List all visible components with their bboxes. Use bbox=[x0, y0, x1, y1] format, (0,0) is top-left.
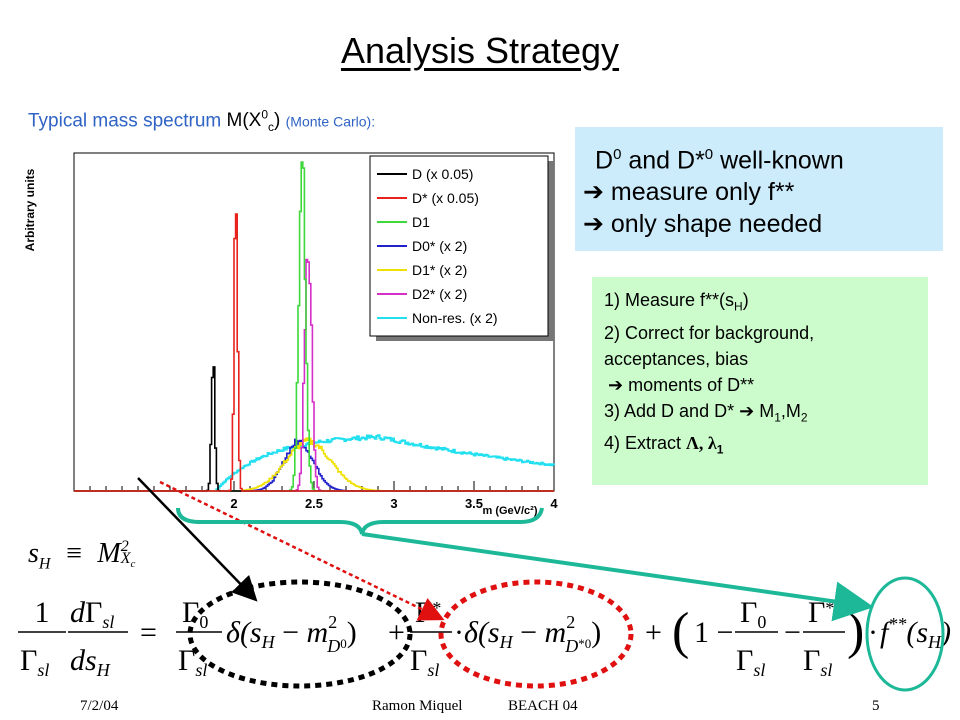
main-equation: 1 Γsl dΓsl dsH = Γ0 Γsl δ(sH − m2 D0) + Γ… bbox=[18, 576, 951, 692]
footer-page: 5 bbox=[872, 698, 880, 714]
step-2b: acceptances, bias bbox=[604, 348, 749, 369]
legend-label: D1* (x 2) bbox=[412, 262, 467, 278]
sh-definition: sH ≡ M 2 Xc bbox=[28, 537, 136, 573]
svg-text:+: + bbox=[645, 616, 662, 649]
svg-text:·: · bbox=[868, 616, 878, 649]
y-axis-label: Arbitrary units bbox=[23, 168, 37, 251]
footer-date: 7/2/04 bbox=[80, 698, 119, 714]
svg-text:=: = bbox=[140, 616, 157, 649]
mass-sup: 0 bbox=[261, 108, 269, 122]
legend-label: D* (x 0.05) bbox=[412, 190, 479, 206]
step-2: 2) Correct for background, bbox=[604, 322, 815, 343]
svg-text:Γsl: Γsl bbox=[803, 644, 832, 680]
step-3: 3) Add D and D* ➔ M1,M2 bbox=[604, 400, 808, 425]
arrow-icon: ➔ bbox=[739, 400, 755, 421]
legend-label: D2* (x 2) bbox=[412, 286, 467, 302]
x-tick-label: 2 bbox=[230, 496, 237, 511]
mass-close: ) bbox=[274, 110, 281, 132]
x-tick-label: 2.5 bbox=[305, 496, 323, 511]
step-4: 4) Extract Λ, λ1 bbox=[604, 433, 724, 457]
svg-text:−: − bbox=[784, 616, 801, 649]
info-dstar-sup: 0 bbox=[704, 146, 714, 163]
caption-text: Typical mass spectrum bbox=[28, 110, 222, 132]
svg-text:+: + bbox=[388, 616, 405, 649]
info-line-2: measure only f** bbox=[610, 178, 795, 207]
info-d0-sup: 0 bbox=[613, 146, 622, 163]
info-line-3: only shape needed bbox=[610, 210, 823, 239]
x-tick-label: 4 bbox=[550, 496, 558, 511]
slide-title: Analysis Strategy bbox=[340, 30, 620, 71]
info-wellknown: well-known bbox=[713, 146, 844, 175]
legend-label: Non-res. (x 2) bbox=[412, 310, 498, 326]
legend-label: D1 bbox=[412, 214, 430, 230]
svg-text:1: 1 bbox=[35, 596, 50, 629]
step-1: 1) Measure f**(sH) bbox=[604, 290, 749, 314]
footer-conference: BEACH 04 bbox=[508, 698, 578, 714]
mass-spectrum-chart: Arbitrary units m (GeV/c²) 2 2.5 3 3.5 4 D (… bbox=[23, 152, 558, 517]
footer-author: Ramon Miquel bbox=[372, 698, 463, 714]
arrow-icon: ➔ bbox=[583, 178, 604, 207]
monte-carlo-note: (Monte Carlo): bbox=[285, 113, 376, 130]
svg-text:Γsl: Γsl bbox=[410, 644, 439, 680]
svg-text:·: · bbox=[454, 616, 464, 649]
x-tick-label: 3.5 bbox=[465, 496, 483, 511]
curves bbox=[74, 161, 555, 492]
info-d0: D bbox=[595, 146, 614, 175]
svg-text:(: ( bbox=[672, 603, 689, 660]
step-2c: ➔ moments of D** bbox=[608, 374, 755, 395]
info-dstar: and D* bbox=[621, 146, 705, 175]
x-axis-label: m (GeV/c²) bbox=[482, 505, 537, 517]
series-line-1 bbox=[74, 213, 554, 492]
legend-label: D (x 0.05) bbox=[412, 166, 473, 182]
arrow-icon: ➔ bbox=[583, 210, 604, 239]
steps-box: 1) Measure f**(sH) 2) Correct for backgr… bbox=[592, 277, 928, 485]
legend: D (x 0.05) D* (x 0.05) D1 D0* (x 2) D1* (x 2… bbox=[369, 155, 554, 341]
mass-sub: c bbox=[268, 120, 275, 135]
x-tick-label: 3 bbox=[390, 496, 397, 511]
plot-caption: Typical mass spectrum M(X0c) (Monte Carl… bbox=[28, 108, 375, 134]
mass-symbol: M(X bbox=[226, 110, 262, 132]
info-box: D0 and D*0 well-known ➔ measure only f**… bbox=[575, 127, 943, 251]
svg-text:1 −: 1 − bbox=[694, 616, 733, 649]
legend-label: D0* (x 2) bbox=[412, 238, 467, 254]
arrow-icon: ➔ bbox=[608, 374, 624, 395]
